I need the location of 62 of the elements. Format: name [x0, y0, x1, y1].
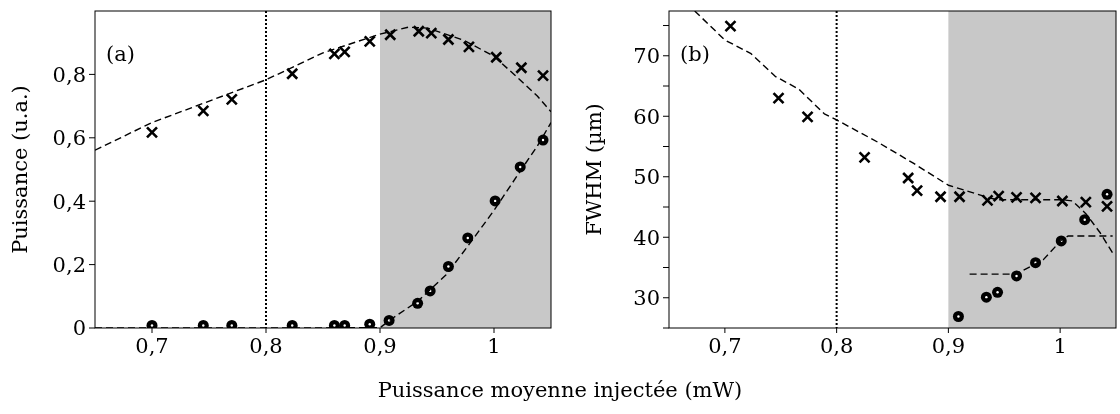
- point: [197, 319, 209, 328]
- point: [724, 19, 737, 33]
- point: [363, 35, 377, 48]
- point: [1101, 188, 1113, 200]
- point: [197, 104, 210, 118]
- y-tick-label: 0,6: [52, 126, 86, 151]
- y-tick-label: 60: [633, 104, 660, 129]
- point: [145, 126, 159, 139]
- point: [286, 319, 298, 328]
- y-tick-label: 50: [633, 165, 660, 190]
- point: [801, 110, 814, 124]
- y-tick-label: 0,4: [52, 189, 86, 214]
- y-tick-label: 70: [633, 44, 660, 69]
- annotation: (b): [680, 42, 710, 66]
- point: [489, 50, 503, 64]
- y-tick-label: 30: [633, 286, 660, 311]
- point: [1010, 191, 1023, 204]
- point: [1079, 195, 1093, 209]
- point: [1079, 214, 1091, 226]
- point: [910, 184, 924, 197]
- point: [858, 151, 871, 164]
- y-tick-label: 0: [72, 316, 86, 341]
- y-tick-label: 0,2: [52, 252, 86, 277]
- point: [934, 190, 947, 204]
- x-tick-label: 0,8: [249, 334, 283, 358]
- y-tick-label: 40: [633, 225, 660, 250]
- point: [953, 190, 966, 204]
- point: [1056, 194, 1069, 208]
- point: [772, 91, 785, 105]
- annotation: (a): [106, 42, 135, 66]
- point: [992, 286, 1004, 298]
- x-tick-label: 0,9: [931, 334, 966, 358]
- x-tick-label: 1: [487, 334, 501, 358]
- point: [980, 291, 992, 303]
- y-tick-label: 0,8: [52, 62, 86, 87]
- y-axis-title: FWHM (µm): [582, 103, 606, 236]
- point: [328, 319, 340, 328]
- point: [383, 28, 397, 42]
- point: [146, 319, 158, 328]
- point: [285, 67, 299, 81]
- point: [536, 69, 550, 82]
- x-tick-label: 0,8: [819, 334, 854, 358]
- x-tick-label: 1: [1053, 334, 1067, 358]
- point: [339, 319, 351, 328]
- point: [1029, 191, 1042, 205]
- x-tick-label: 0,7: [135, 334, 169, 358]
- point: [462, 40, 476, 54]
- point: [1100, 200, 1114, 213]
- point: [226, 319, 238, 328]
- point: [225, 93, 239, 106]
- point: [901, 171, 915, 185]
- y-axis-title: Puissance (u.a.): [8, 85, 32, 254]
- x-axis-title: Puissance moyenne injectée (mW): [377, 378, 743, 402]
- point: [952, 311, 964, 323]
- point: [515, 61, 528, 75]
- point: [364, 318, 376, 328]
- point: [412, 297, 424, 309]
- x-tick-label: 0,9: [363, 334, 397, 358]
- point: [442, 261, 454, 272]
- point: [489, 195, 501, 207]
- x-tick-label: 0,7: [708, 334, 742, 358]
- point: [442, 33, 455, 46]
